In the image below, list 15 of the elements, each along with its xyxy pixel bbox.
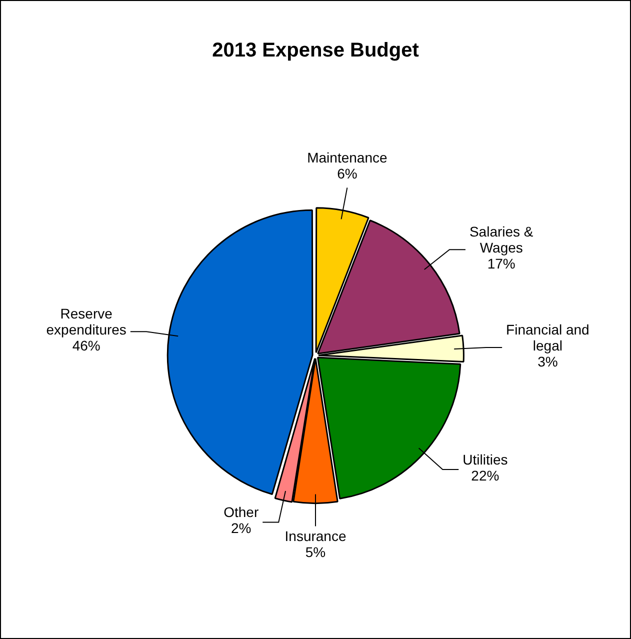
data-label: 22%	[471, 467, 500, 484]
data-label: 6%	[337, 166, 358, 182]
data-label: 3%	[538, 353, 558, 370]
slice-label: Insurance	[284, 528, 346, 544]
data-label: 17%	[487, 255, 516, 272]
data-label: 5%	[305, 544, 326, 560]
chart-title: 2013 Expense Budget	[212, 40, 420, 62]
slice-label: Reserve expenditures	[46, 306, 126, 338]
slice-label: Utilities	[462, 451, 508, 468]
slice-label: Maintenance	[307, 150, 388, 166]
data-label: 2%	[230, 520, 252, 536]
slice-label: Other	[224, 504, 259, 520]
data-label: 46%	[72, 338, 100, 354]
slice-label: Financial and legal	[506, 321, 590, 354]
slice-label: Salaries & Wages	[469, 223, 534, 256]
